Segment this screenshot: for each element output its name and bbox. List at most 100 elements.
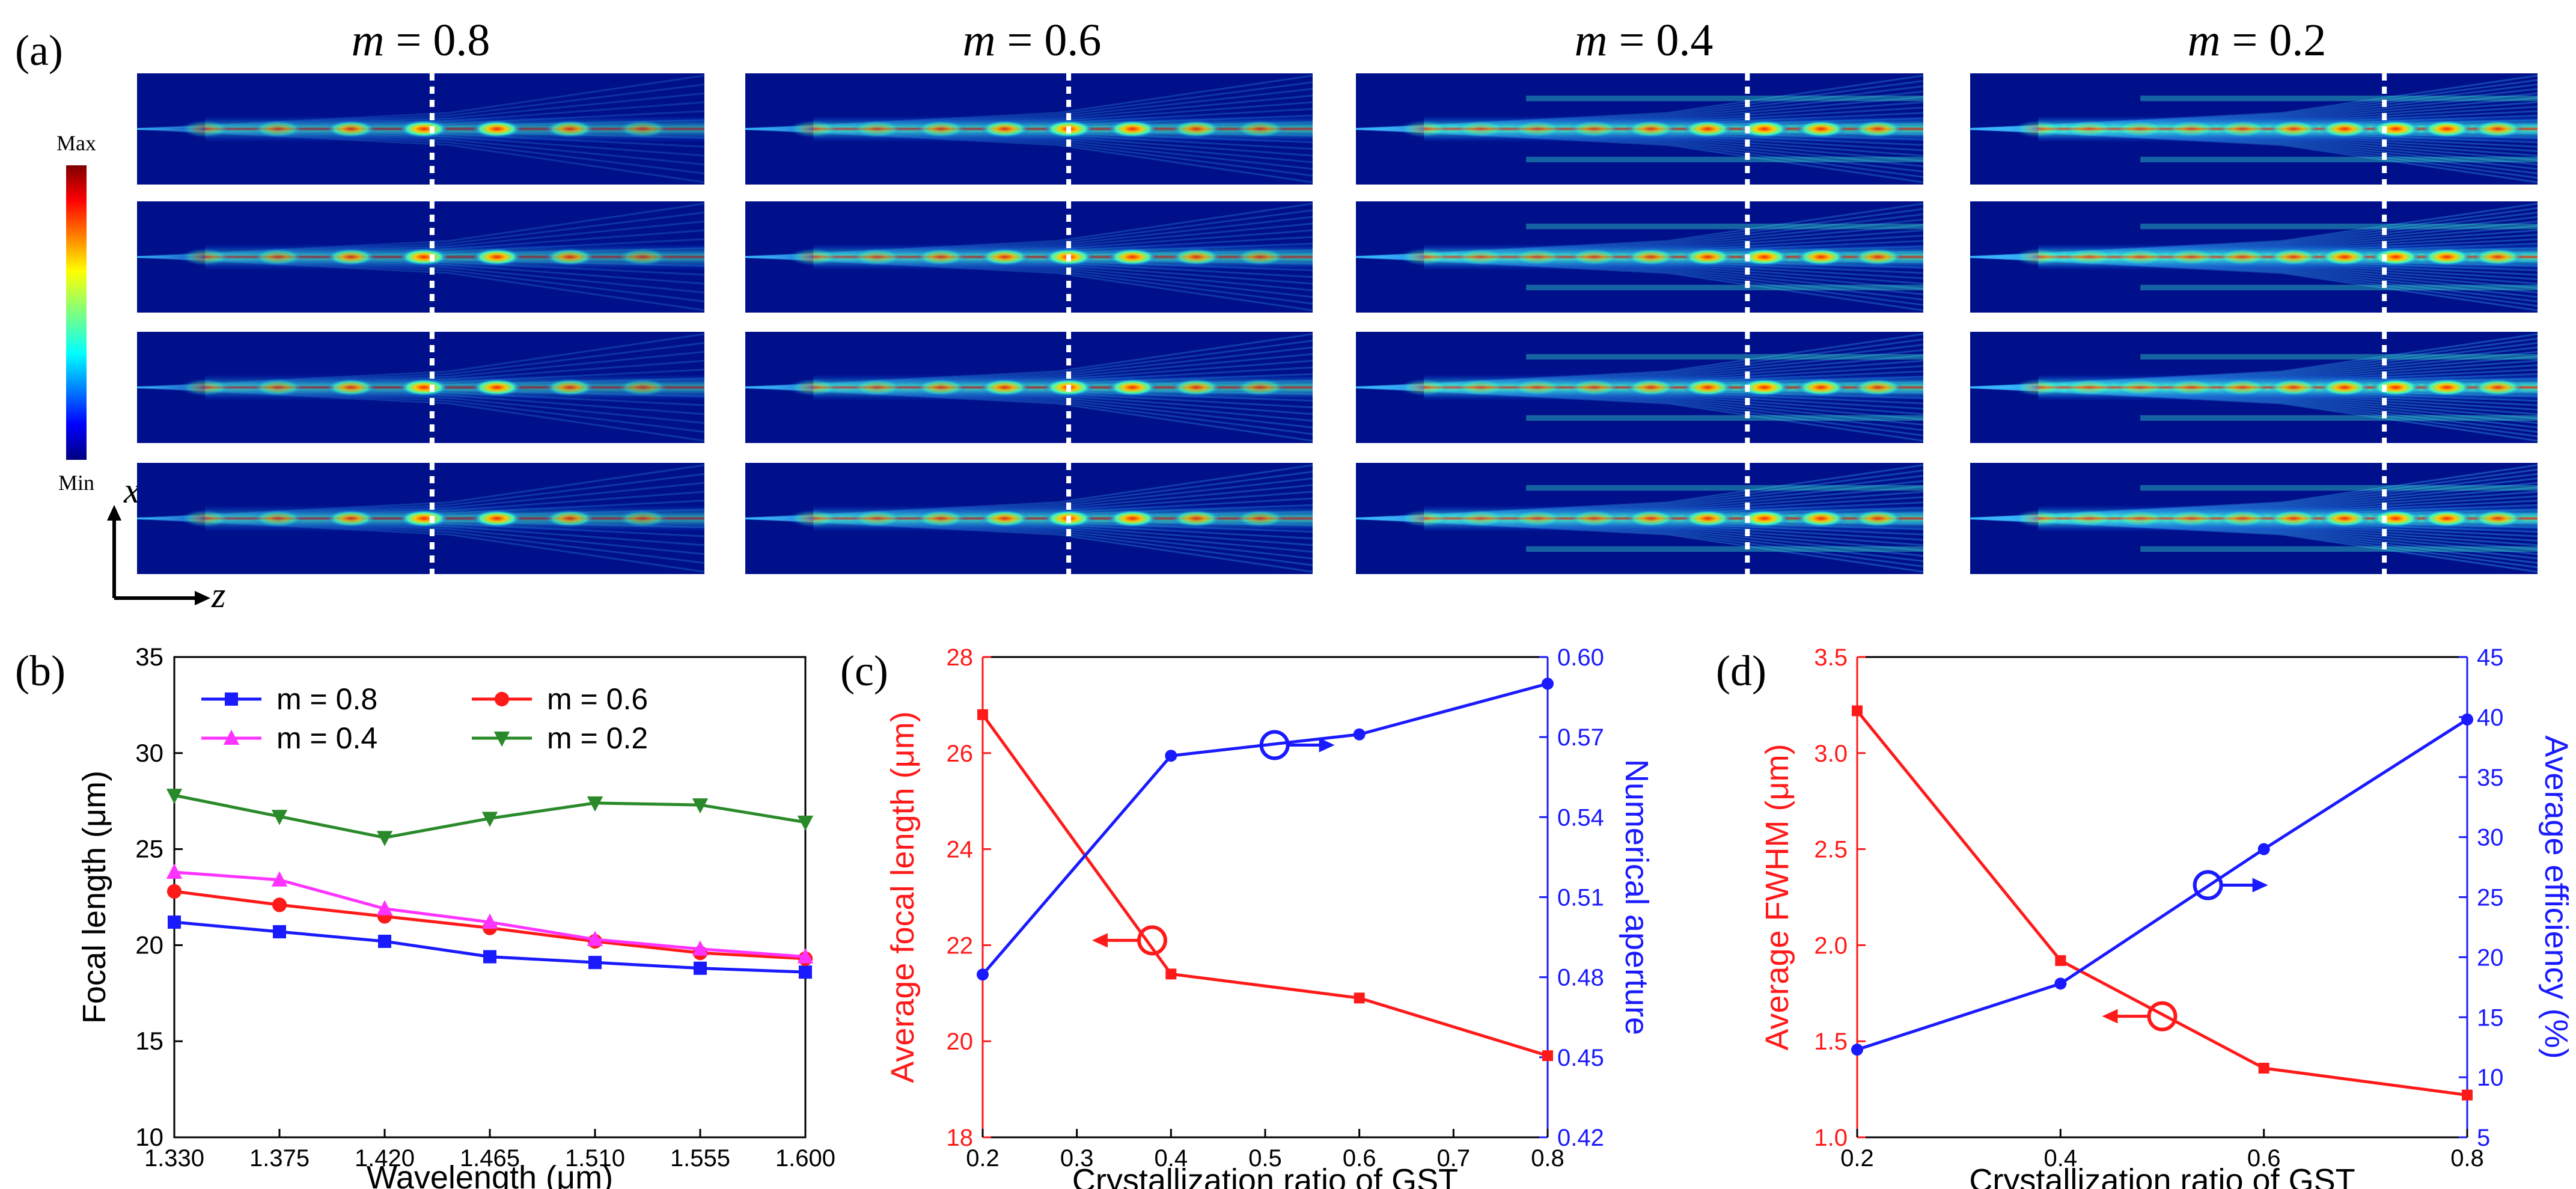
field-hotspot [179, 120, 231, 138]
field-hotspot [544, 378, 596, 397]
left-y-tick-label: 18 [947, 1125, 974, 1151]
field-hotspot [1852, 248, 1903, 266]
right-y-tick-label: 35 [2477, 765, 2504, 791]
data-point [271, 871, 288, 887]
right-series-line [981, 682, 1548, 976]
field-hotspot [1171, 378, 1222, 397]
field-hotspot [252, 509, 304, 528]
field-map [1970, 463, 2538, 574]
field-hotspot [2012, 509, 2064, 528]
field-hotspot [1235, 509, 1286, 528]
legend-label: m = 0.4 [276, 721, 377, 755]
field-hotspot [2268, 378, 2319, 397]
left-series-line [981, 714, 1548, 1057]
left-y-tick-label: 2.5 [1814, 837, 1848, 863]
y-axis-title: Focal length (μm) [76, 771, 112, 1024]
left-y-tick-label: 1.0 [1814, 1125, 1848, 1151]
field-hotspot [2165, 248, 2217, 266]
right-data-point [2054, 977, 2067, 990]
field-map [745, 73, 1313, 185]
field-hotspot [787, 509, 839, 528]
field-hotspot [1625, 509, 1677, 528]
data-point [168, 915, 181, 929]
field-hotspot [1795, 509, 1847, 528]
x-tick-label: 1.330 [144, 1145, 204, 1172]
data-point [166, 789, 183, 804]
field-map [745, 201, 1313, 313]
data-point [494, 691, 510, 707]
field-hotspot [2268, 120, 2319, 138]
legend-label: m = 0.2 [547, 721, 648, 755]
colorbar-max-label: Max [56, 131, 96, 155]
field-sidelobe [1526, 415, 1923, 421]
data-point [223, 729, 240, 745]
data-point [694, 961, 707, 975]
right-y-axis-title: Numerical aperture [1619, 759, 1655, 1035]
field-sidelobe [1526, 156, 1923, 162]
field-sidelobe [2140, 485, 2538, 491]
column-title-4: m = 0.2 [2188, 15, 2327, 66]
field-hotspot [325, 378, 377, 397]
field-hotspot [2063, 120, 2115, 138]
right-data-point [2257, 843, 2270, 855]
left-y-tick-label: 28 [947, 644, 974, 671]
right-data-point [2461, 713, 2473, 726]
field-hotspot [1235, 378, 1286, 397]
field-hotspot [1739, 509, 1790, 528]
field-hotspot [1235, 120, 1286, 138]
right-data-point [977, 968, 989, 981]
field-hotspot [1682, 509, 1733, 528]
field-map [1355, 201, 1924, 313]
x-tick-label: 0.5 [1248, 1145, 1282, 1172]
x-tick-label: 0.6 [1343, 1145, 1376, 1172]
x-tick-label: 0.3 [1060, 1145, 1094, 1172]
field-hotspot [2472, 509, 2524, 528]
field-hotspot [1455, 248, 1507, 266]
left-data-point [2055, 955, 2066, 966]
x-axis-title: Wavelength (μm) [367, 1160, 613, 1189]
right-y-tick-label: 0.54 [1557, 804, 1604, 831]
chart-c: 1820222426280.420.450.480.510.540.570.60… [885, 644, 1655, 1189]
column-titles: m = 0.8 m = 0.6 m = 0.4 m = 0.2 [352, 15, 2327, 66]
right-y-tick-label: 15 [2477, 1004, 2504, 1031]
field-hotspot [2370, 509, 2422, 528]
field-hotspot [544, 248, 596, 266]
field-hotspot [544, 509, 596, 528]
right-y-tick-label: 0.60 [1557, 644, 1604, 671]
left-series-line [1856, 709, 2468, 1097]
right-data-point [1165, 750, 1177, 762]
x-arrowhead-icon [107, 505, 121, 521]
left-data-point [2462, 1089, 2473, 1101]
field-hotspot [2217, 120, 2268, 138]
right-y-tick-label: 30 [2477, 825, 2504, 851]
field-sidelobe [1526, 224, 1923, 230]
annotation-circle-icon [2147, 1001, 2178, 1032]
field-hotspot [252, 378, 304, 397]
field-map [745, 332, 1313, 443]
x-tick-label: 0.7 [1437, 1145, 1471, 1172]
right-y-tick-label: 5 [2477, 1125, 2490, 1151]
field-hotspot [1795, 248, 1847, 266]
data-point [587, 796, 603, 812]
field-hotspot [1682, 120, 1733, 138]
field-map [1970, 73, 2538, 185]
colorbar: Max Min [56, 131, 96, 495]
field-hotspot [1171, 248, 1222, 266]
data-point [166, 863, 183, 879]
field-hotspot [471, 120, 523, 138]
arrow-right-icon [2252, 878, 2268, 893]
y-tick-label: 20 [135, 931, 163, 959]
data-point [166, 884, 182, 899]
field-sidelobe [2140, 284, 2538, 290]
field-hotspot [1398, 378, 1450, 397]
field-hotspot [2268, 509, 2319, 528]
field-hotspot [2319, 378, 2370, 397]
field-hotspot [179, 248, 231, 266]
field-hotspot [852, 509, 903, 528]
field-hotspot [2421, 378, 2473, 397]
field-hotspot [2217, 509, 2268, 528]
column-title-1: m = 0.8 [352, 15, 490, 66]
data-point [271, 810, 288, 825]
field-hotspot [179, 378, 231, 397]
field-hotspot [1739, 120, 1790, 138]
